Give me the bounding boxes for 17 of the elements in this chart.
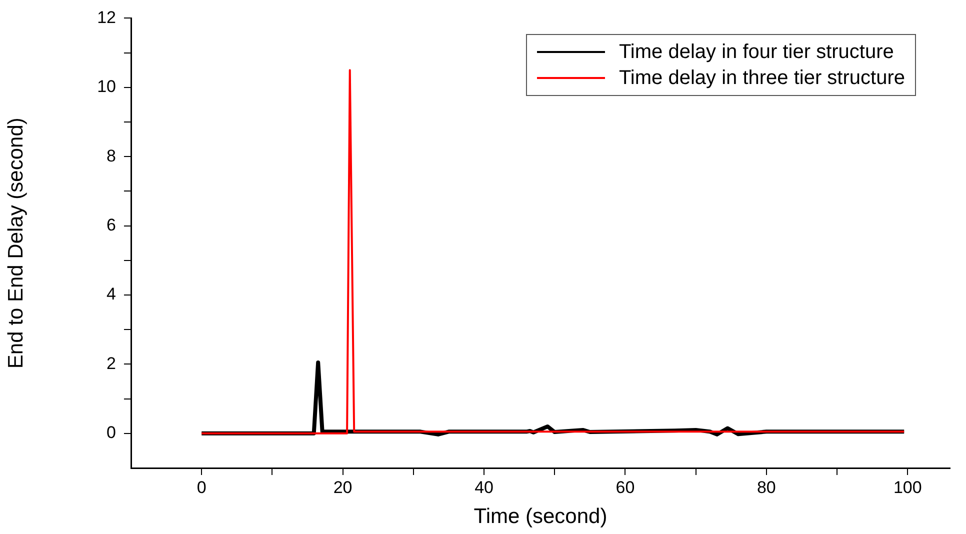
y-tick-label: 12 <box>97 8 116 27</box>
y-tick-label: 4 <box>106 284 116 304</box>
x-tick-label: 100 <box>893 478 922 497</box>
x-tick-label: 60 <box>616 478 635 497</box>
legend-label: Time delay in four tier structure <box>618 40 894 65</box>
y-tick-label: 10 <box>97 77 116 96</box>
x-tick-label: 40 <box>474 478 494 497</box>
x-tick-label: 20 <box>333 478 352 497</box>
y-tick-label: 2 <box>106 354 116 373</box>
legend-label: Time delay in three tier structure <box>618 66 905 91</box>
y-tick-label: 6 <box>106 215 116 234</box>
y-tick-label: 8 <box>106 146 116 166</box>
y-tick-label: 0 <box>106 423 116 442</box>
x-tick-label: 80 <box>756 478 776 497</box>
y-axis-title: End to End Delay (second) <box>4 118 28 369</box>
x-tick-label: 0 <box>196 478 206 497</box>
x-axis-title: Time (second) <box>474 505 608 528</box>
